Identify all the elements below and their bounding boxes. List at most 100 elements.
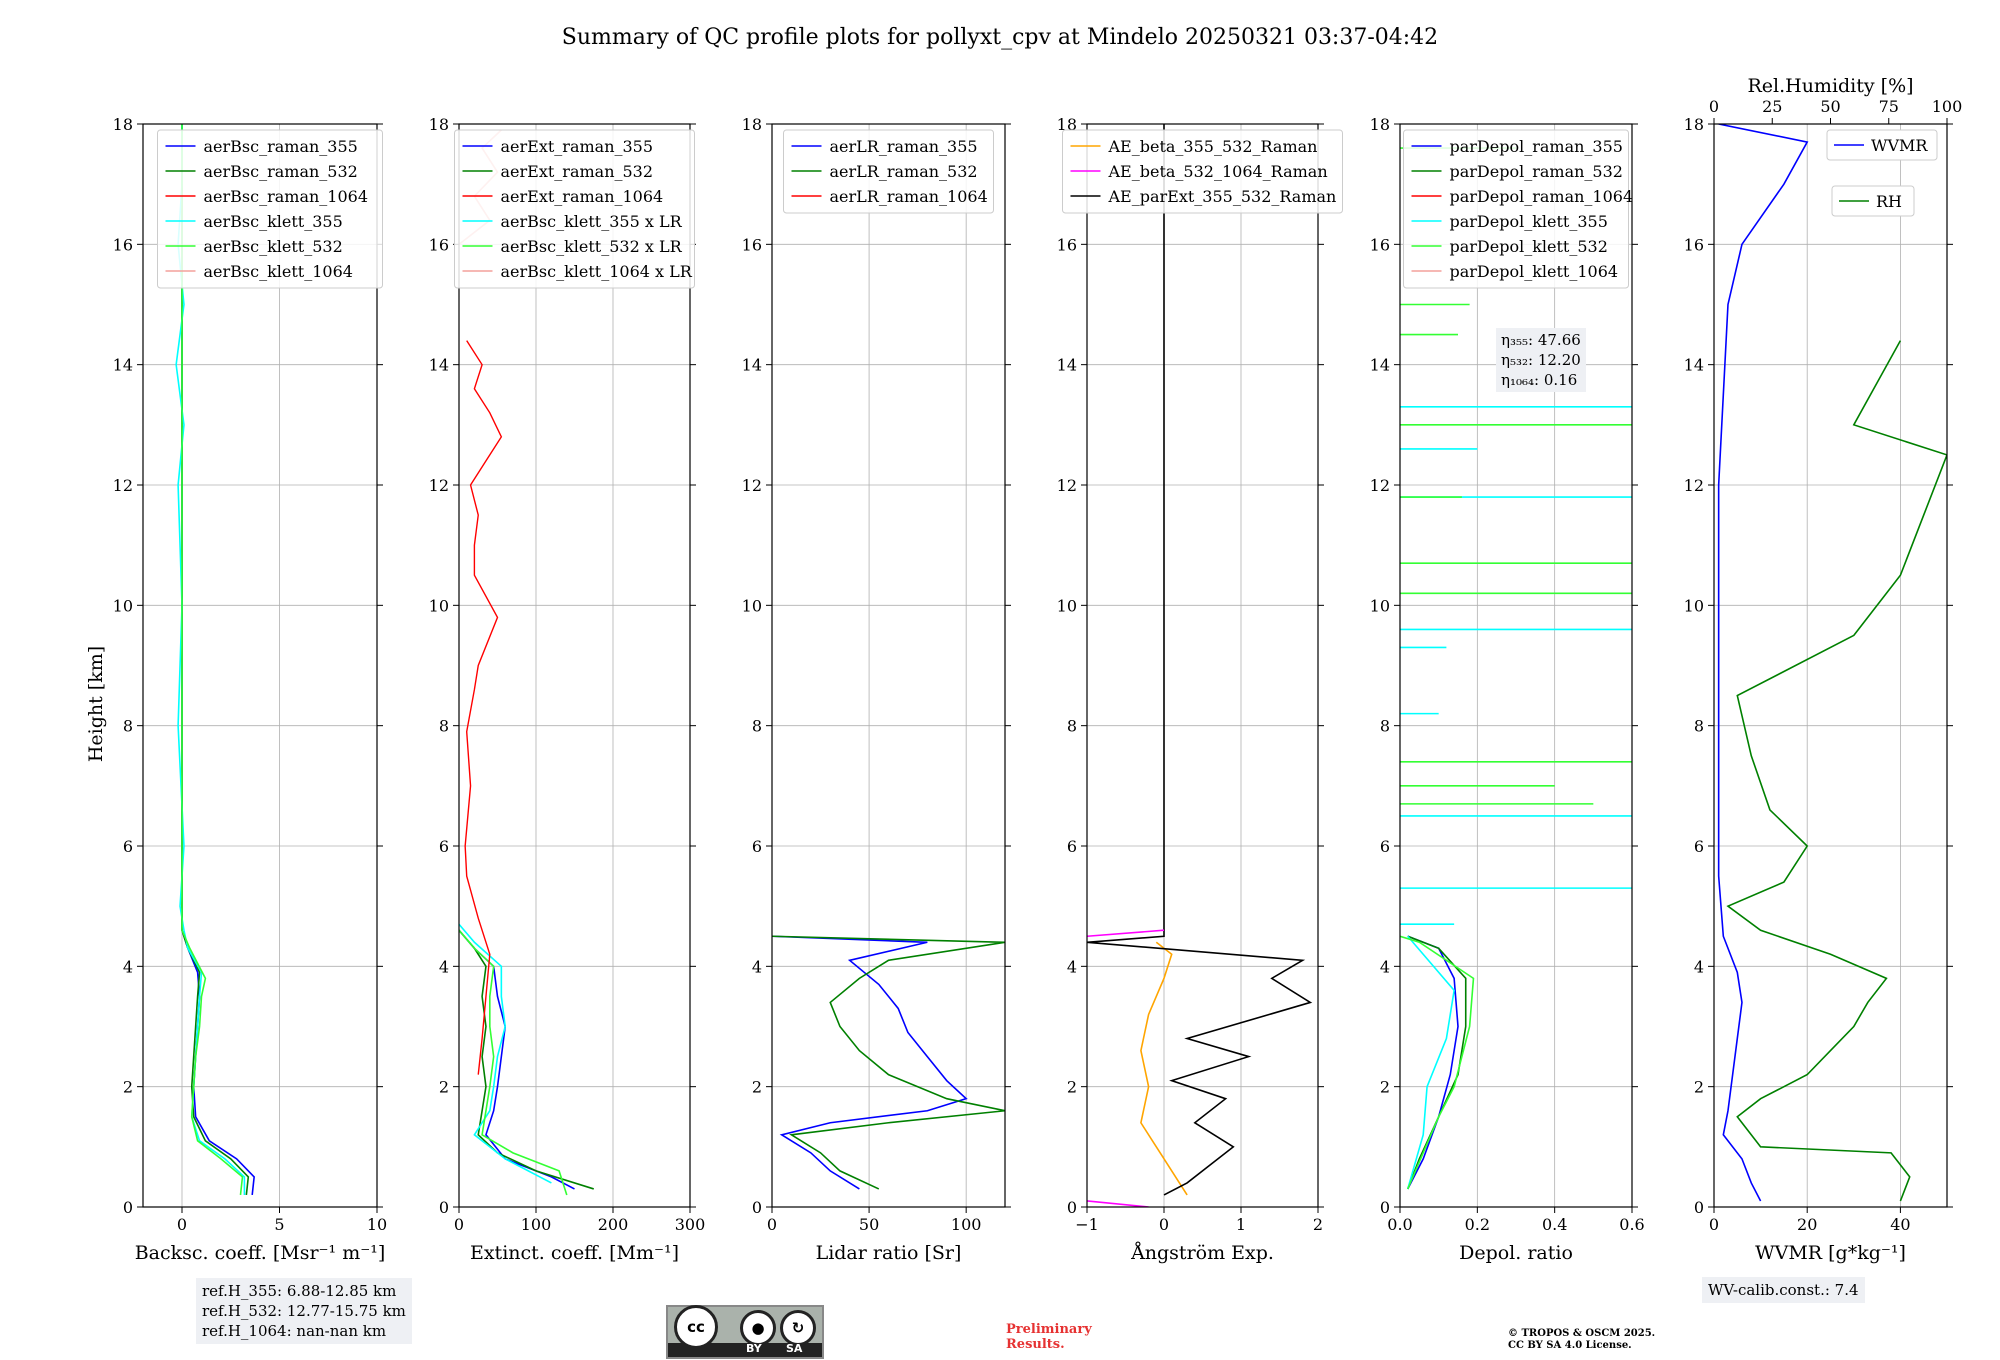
legend-label: RH — [1876, 192, 1902, 211]
series-WVMR — [1717, 124, 1809, 1202]
x-axis-label: Lidar ratio [Sr] — [816, 1242, 962, 1264]
x-tick-label: 0 — [454, 1215, 464, 1234]
panel-backscatter: 0 5 10 0 2 4 6 8 10 12 14 16 18 Backsc. coeff. [Msr⁻¹… — [113, 115, 388, 1264]
y-tick-label: 6 — [1694, 837, 1704, 856]
series-aerExt_raman_1064-spikes — [464, 340, 503, 1075]
y-tick-label: 2 — [1694, 1078, 1704, 1097]
top-x-tick-label: 25 — [1762, 97, 1782, 116]
x-tick-label: 0.4 — [1542, 1215, 1567, 1234]
series-AE_beta_355_532_Raman — [1140, 941, 1188, 1196]
wv-calib-box: WV-calib.const.: 7.4 — [1702, 1277, 1865, 1303]
x-tick-label: 50 — [859, 1215, 879, 1234]
y-tick-label: 2 — [123, 1078, 133, 1097]
y-tick-label: 2 — [1380, 1078, 1390, 1097]
axes-frame — [142, 123, 378, 1208]
y-tick-label: 14 — [742, 356, 762, 375]
cc-icon: cc — [674, 1305, 718, 1349]
y-tick-label: 18 — [1370, 115, 1390, 134]
y-tick-label: 8 — [439, 717, 449, 736]
legend-label: aerBsc_klett_355 — [204, 212, 343, 231]
legend-wvmr: WVMR — [1826, 129, 1938, 161]
series-parDepol_klett_532 — [1400, 935, 1475, 1190]
x-tick-label: 300 — [675, 1215, 706, 1234]
plot-area — [772, 935, 1005, 1190]
legend-label: aerExt_raman_1064 — [501, 187, 664, 206]
y-axis-label: Height [km] — [85, 646, 107, 762]
legend-label: aerBsc_klett_532 — [204, 237, 343, 256]
x-tick-label: 1 — [1236, 1215, 1246, 1234]
legend-label: AE_parExt_355_532_Raman — [1108, 187, 1337, 206]
top-x-tick-label: 0 — [1709, 97, 1719, 116]
y-tick-label: 8 — [752, 717, 762, 736]
preliminary-line-2: Results. — [1006, 1337, 1065, 1352]
series-parDepol_raman_532 — [1406, 935, 1467, 1190]
x-tick-label: 0.0 — [1387, 1215, 1412, 1234]
legend-label: parDepol_raman_355 — [1450, 137, 1623, 156]
cc-sa-label: SA — [786, 1342, 803, 1355]
legend: parDepol_raman_355 parDepol_raman_532 parD… — [1403, 129, 1633, 289]
series-aerLR_raman_532 — [772, 935, 1005, 1190]
legend-label: parDepol_klett_532 — [1450, 237, 1608, 256]
legend-label: AE_beta_532_1064_Raman — [1108, 162, 1328, 181]
panel-depolarization: 0.0 0.2 0.4 0.6 0 2 4 6 8 10 12 14 16 18 Depol. ratio p… — [1370, 115, 1645, 1264]
y-tick-label: 10 — [1684, 596, 1704, 615]
axes-frame — [1399, 123, 1633, 1208]
y-tick-label: 18 — [1057, 115, 1077, 134]
y-tick-label: 16 — [1370, 235, 1390, 254]
legend-label: WVMR — [1871, 136, 1928, 155]
y-tick-label: 0 — [1067, 1198, 1077, 1217]
ref-h-532: ref.H_532: 12.77-15.75 km — [202, 1302, 406, 1320]
y-tick-label: 8 — [1694, 717, 1704, 736]
legend-label: parDepol_klett_1064 — [1450, 262, 1619, 281]
x-axis-label: Backsc. coeff. [Msr⁻¹ m⁻¹] — [135, 1242, 386, 1264]
axes-frame — [771, 123, 1006, 1208]
legend-label: aerBsc_raman_1064 — [204, 187, 369, 206]
y-tick-label: 16 — [1684, 235, 1704, 254]
y-tick-label: 0 — [1694, 1198, 1704, 1217]
ref-h-355: ref.H_355: 6.88-12.85 km — [202, 1282, 397, 1300]
plot-area — [1400, 147, 1632, 1190]
series-RH — [1726, 340, 1947, 1202]
legend-label: aerExt_raman_532 — [501, 162, 654, 181]
series-aerBsc_klett_532 x LR — [459, 929, 568, 1196]
series-AE_parExt_355_532_Raman — [1087, 124, 1313, 1196]
legend: aerLR_raman_355 aerLR_raman_532 aerLR_rama… — [783, 129, 994, 214]
legend-label: parDepol_raman_532 — [1450, 162, 1623, 181]
series-aerExt_raman_355 — [459, 929, 575, 1190]
y-tick-label: 14 — [429, 356, 449, 375]
panel-extinction: 0 100 200 300 0 2 4 6 8 10 12 14 16 18 Extinct. coeff.… — [429, 115, 706, 1264]
y-tick-label: 14 — [1057, 356, 1077, 375]
legend-label: aerLR_raman_355 — [830, 137, 978, 156]
y-tick-label: 10 — [1370, 596, 1390, 615]
x-tick-label: 2 — [1313, 1215, 1323, 1234]
y-tick-label: 0 — [1380, 1198, 1390, 1217]
y-tick-label: 12 — [1684, 476, 1704, 495]
y-tick-label: 8 — [1067, 717, 1077, 736]
y-tick-label: 8 — [1380, 717, 1390, 736]
y-tick-label: 6 — [752, 837, 762, 856]
cc-license-badge: cc ● ↻ BY SA — [666, 1305, 824, 1359]
series-aerExt_raman_532 — [459, 929, 594, 1190]
eta-532: η₅₃₂: 12.20 — [1501, 351, 1581, 369]
legend-label: parDepol_klett_355 — [1450, 212, 1608, 231]
y-tick-label: 12 — [1370, 476, 1390, 495]
y-tick-label: 12 — [742, 476, 762, 495]
y-tick-label: 12 — [1057, 476, 1077, 495]
preliminary-line-1: Preliminary — [1006, 1322, 1092, 1337]
panel-lidar-ratio: 0 50 100 0 2 4 6 8 10 12 14 16 18 Lidar ratio [Sr] aer… — [742, 115, 1011, 1264]
series-aerLR_raman_355 — [772, 935, 968, 1190]
x-tick-label: 0 — [1159, 1215, 1169, 1234]
y-tick-label: 4 — [752, 957, 762, 976]
eta-355: η₃₅₅: 47.66 — [1501, 331, 1581, 349]
y-tick-label: 16 — [429, 235, 449, 254]
copyright-line-1: © TROPOS & OSCM 2025. — [1508, 1328, 1656, 1339]
y-tick-label: 12 — [429, 476, 449, 495]
y-tick-label: 16 — [742, 235, 762, 254]
preliminary-note: Preliminary Results. — [1006, 1322, 1092, 1352]
axes-frame — [458, 123, 691, 1208]
y-tick-label: 16 — [1057, 235, 1077, 254]
legend-label: AE_beta_355_532_Raman — [1108, 137, 1318, 156]
series-AE_beta_532_1064_Raman-upper — [1087, 929, 1165, 938]
x-tick-label: 0.2 — [1465, 1215, 1490, 1234]
y-tick-label: 14 — [1684, 356, 1704, 375]
